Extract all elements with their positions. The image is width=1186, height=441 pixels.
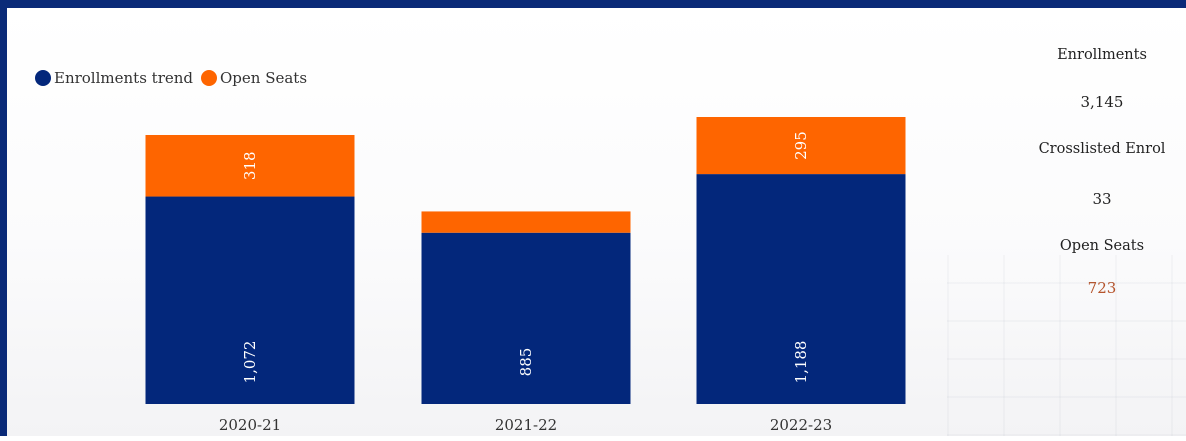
kpi-crosslisted-label: Crosslisted Enrol — [1038, 141, 1166, 157]
bar-enrollments-2021-22[interactable] — [421, 232, 631, 404]
legend-label-enrollments: Enrollments trend — [54, 69, 193, 87]
legend-dot-open-seats-icon — [201, 70, 217, 86]
kpi-crosslisted-value: 33 — [1092, 190, 1112, 208]
bar-enrollments-2020-21[interactable] — [145, 196, 355, 404]
data-label-enrollments-2020-21: 1,072 — [241, 341, 259, 384]
bar-enrollments-2022-23[interactable] — [696, 174, 906, 404]
bar-open-seats-2022-23[interactable] — [696, 117, 906, 175]
x-tick-label-2021-22: 2021-22 — [495, 416, 557, 434]
kpi-open-seats-value: 723 — [1087, 279, 1117, 297]
kpi-enrollments-label: Enrollments — [1057, 47, 1147, 63]
legend-dot-enrollments-icon — [35, 70, 51, 86]
x-tick-label-2022-23: 2022-23 — [770, 416, 832, 434]
data-label-enrollments-2021-22: 885 — [517, 348, 535, 377]
data-label-open-seats-2020-21: 318 — [241, 151, 259, 180]
legend-item-enrollments[interactable]: Enrollments trend — [35, 69, 193, 87]
data-label-open-seats-2022-23: 295 — [792, 131, 810, 160]
chart-legend: Enrollments trend Open Seats — [35, 69, 315, 87]
stacked-bar-chart: 1,072 318 2020-21 885 2021-22 1,188 295 2022-23 — [145, 117, 906, 434]
x-tick-label-2020-21: 2020-21 — [219, 416, 281, 434]
legend-item-open-seats[interactable]: Open Seats — [201, 69, 307, 87]
card-top-border — [7, 5, 1186, 8]
kpi-open-seats-label: Open Seats — [1059, 238, 1145, 254]
bar-open-seats-2020-21[interactable] — [145, 134, 355, 197]
bar-open-seats-2021-22[interactable] — [421, 211, 631, 233]
kpi-enrollments-value: 3,145 — [1080, 93, 1124, 111]
legend-label-open-seats: Open Seats — [220, 69, 308, 87]
data-label-enrollments-2022-23: 1,188 — [792, 341, 810, 384]
